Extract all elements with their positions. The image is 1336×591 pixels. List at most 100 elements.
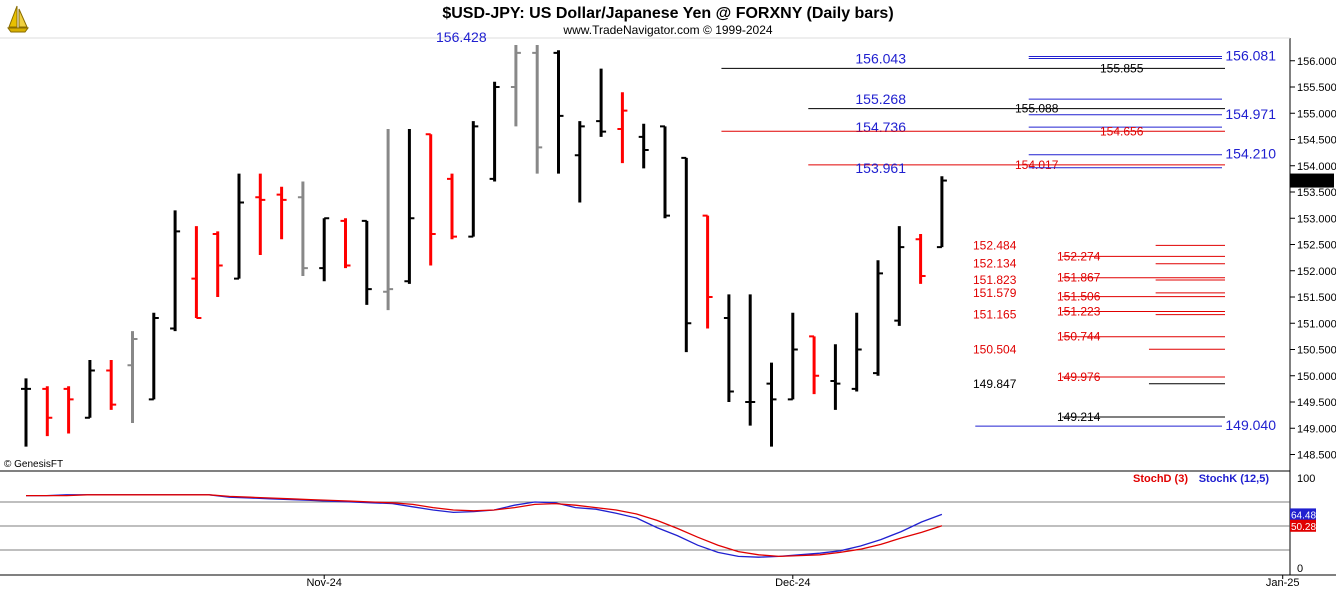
ohlc-bar — [532, 45, 543, 174]
level-label: 150.744 — [1057, 330, 1101, 344]
price-tick-label: 150.000 — [1297, 371, 1336, 383]
price-axis: 156.000 155.500 155.000 154.500 154.000 153.5… — [1290, 56, 1336, 462]
level-label: 155.855 — [1100, 61, 1144, 75]
level-label: 151.506 — [1057, 290, 1101, 304]
level-label: 154.017 — [1015, 158, 1059, 172]
date-tick-label: Dec-24 — [775, 577, 810, 589]
sailboat-logo-icon — [2, 2, 34, 34]
level-label: 152.134 — [973, 257, 1017, 271]
price-tick-label: 149.500 — [1297, 397, 1336, 409]
level-label: 156.043 — [855, 50, 906, 66]
price-tick-label: 154.500 — [1297, 135, 1336, 147]
ohlc-bar — [340, 218, 351, 269]
ohlc-bar — [915, 234, 926, 284]
chart-title: $USD-JPY: US Dollar/Japanese Yen @ FORXN… — [442, 5, 893, 22]
ohlc-bar — [297, 181, 308, 276]
level-label: 156.081 — [1225, 47, 1276, 63]
ohlc-bar — [127, 331, 138, 423]
ohlc-bar — [191, 226, 202, 319]
watermark: © GenesisFT — [4, 459, 63, 470]
last-price-box — [1290, 173, 1334, 188]
ohlc-bar — [212, 231, 223, 297]
ohlc-bar — [170, 210, 181, 332]
ohlc-bar — [702, 214, 713, 329]
date-axis: Nov-24 Dec-24 Jan-25 — [306, 575, 1300, 589]
price-tick-label: 150.500 — [1297, 345, 1336, 357]
ohlc-bar — [404, 129, 415, 284]
stoch-last-box — [1290, 508, 1316, 521]
ohlc-bar — [510, 45, 521, 127]
ohlc-bar — [319, 217, 330, 282]
level-label: 151.223 — [1057, 305, 1101, 319]
ohlc-bar — [809, 335, 820, 395]
level-label: 152.274 — [1057, 249, 1101, 263]
ohlc-bar — [574, 121, 585, 203]
ohlc-bar — [276, 186, 287, 240]
level-label: 154.736 — [855, 119, 906, 135]
ohlc-bar — [255, 173, 266, 255]
level-label: 154.210 — [1225, 146, 1276, 162]
ohlc-bar — [553, 50, 564, 174]
ohlc-bar — [106, 360, 117, 410]
ohlc-bar — [745, 294, 756, 426]
price-tick-label: 151.000 — [1297, 318, 1336, 330]
price-tick-label: 154.000 — [1297, 161, 1336, 173]
level-label: 149.040 — [1225, 417, 1276, 433]
level-label: 151.165 — [973, 308, 1017, 322]
stoch-last-label: 64.48 — [1291, 510, 1316, 521]
stoch-tick-label: 0 — [1297, 563, 1303, 575]
price-tick-label: 151.500 — [1297, 292, 1336, 304]
top-level-label: 156.428 — [436, 29, 487, 45]
logo — [2, 2, 34, 34]
ohlc-bar — [936, 176, 947, 249]
ohlc-bar — [830, 344, 841, 410]
ohlc-bar — [383, 129, 394, 311]
date-tick-label: Jan-25 — [1266, 577, 1300, 589]
ohlc-bar — [873, 260, 883, 376]
ohlc-bar — [21, 378, 31, 447]
ohlc-bar — [234, 173, 244, 280]
level-label: 155.268 — [855, 91, 906, 107]
ohlc-bar — [425, 133, 436, 266]
ohlc-bar — [361, 219, 372, 305]
price-tick-label: 156.000 — [1297, 56, 1336, 68]
ohlc-bar — [617, 92, 628, 164]
legend-stochd: StochD (3) — [1133, 473, 1188, 485]
price-tick-label: 152.500 — [1297, 240, 1336, 252]
ohlc-bar — [468, 121, 479, 238]
level-label: 149.847 — [973, 377, 1017, 391]
ohlc-bars — [21, 45, 947, 447]
chart-subtitle: www.TradeNavigator.com © 1999-2024 — [562, 23, 772, 37]
level-label: 154.656 — [1100, 124, 1144, 138]
ohlc-bar — [723, 294, 734, 402]
stoch-last-box — [1290, 519, 1316, 532]
stoch-series-line — [26, 494, 943, 558]
ohlc-bar — [84, 360, 95, 419]
level-label: 154.971 — [1225, 106, 1276, 122]
level-label: 151.867 — [1057, 271, 1101, 285]
ohlc-bar — [681, 156, 692, 353]
price-tick-label: 153.000 — [1297, 213, 1336, 225]
ohlc-bar — [766, 362, 777, 447]
price-tick-label: 155.000 — [1297, 108, 1336, 120]
ohlc-bar — [63, 386, 74, 434]
stoch-last-label: 50.28 — [1291, 522, 1316, 533]
price-tick-label: 148.500 — [1297, 450, 1336, 462]
level-label: 151.579 — [973, 286, 1017, 300]
ohlc-bar — [148, 312, 159, 401]
price-tick-label: 153.500 — [1297, 187, 1336, 199]
level-label: 149.976 — [1057, 370, 1101, 384]
price-panel — [0, 37, 1336, 576]
ohlc-bar — [787, 312, 798, 401]
price-levels: 156.081 156.043 155.855 155.268 155.088 154.9… — [436, 29, 1276, 433]
legend-stochk: StochK (12,5) — [1199, 473, 1270, 485]
ohlc-bar — [489, 81, 500, 182]
ohlc-bar — [596, 68, 607, 137]
date-tick-label: Nov-24 — [306, 577, 341, 589]
ohlc-bar — [894, 226, 905, 326]
level-label: 149.214 — [1057, 410, 1101, 424]
last-price-label: 153.718 — [1292, 176, 1332, 188]
level-label: 150.504 — [973, 342, 1017, 356]
